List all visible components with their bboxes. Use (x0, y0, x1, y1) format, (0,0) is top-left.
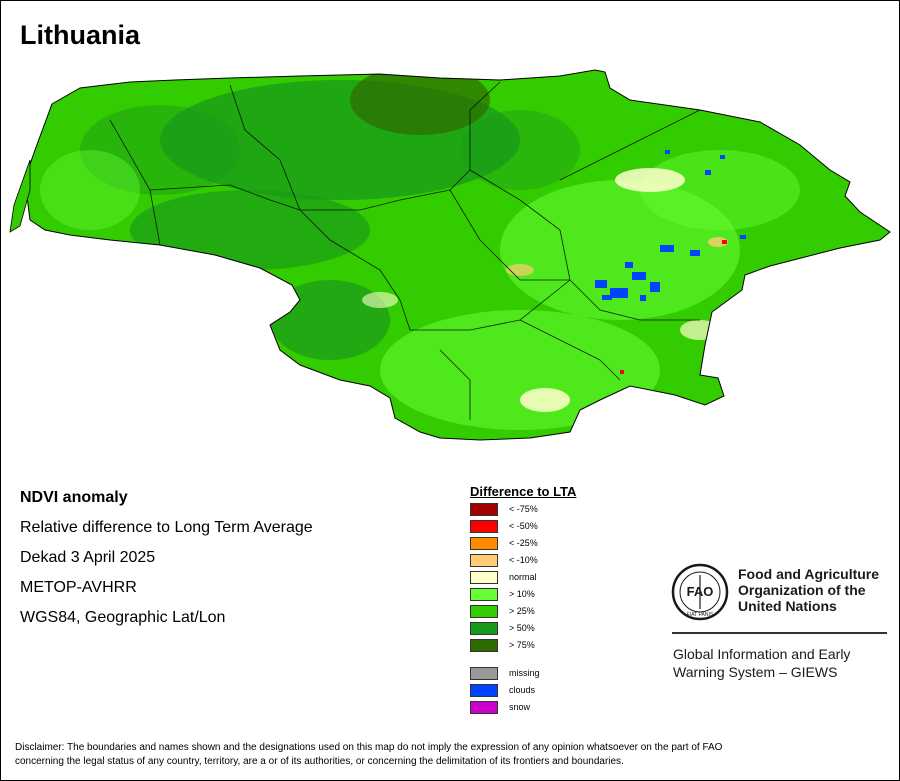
legend-swatch (470, 605, 498, 618)
divider (672, 632, 887, 634)
legend-label: < -10% (509, 555, 538, 565)
fao-name-line: Food and Agriculture (738, 566, 880, 582)
legend-label: snow (509, 702, 531, 712)
disclaimer-line: Disclaimer: The boundaries and names sho… (15, 742, 723, 753)
svg-text:FIAT PANIS: FIAT PANIS (687, 612, 714, 618)
giews-line: Warning System – GIEWS (673, 664, 838, 680)
legend-swatch (470, 537, 498, 550)
legend-label: < -25% (509, 538, 538, 548)
giews-name: Global Information and Early Warning Sys… (673, 645, 850, 681)
legend-label: < -75% (509, 504, 538, 514)
giews-line: Global Information and Early (673, 646, 851, 662)
legend-label: > 50% (509, 623, 535, 633)
legend-label: > 25% (509, 606, 535, 616)
country-border (24, 69, 891, 441)
legend-swatch (470, 503, 498, 516)
disclaimer: Disclaimer: The boundaries and names sho… (15, 741, 885, 769)
curonian-spit (9, 159, 31, 233)
fao-name: Food and Agriculture Organization of the… (738, 566, 879, 614)
legend-swatch (470, 701, 498, 714)
admin-boundaries (109, 81, 701, 420)
ndvi-anomaly-map (9, 69, 891, 441)
fao-logo-icon: FAO FIAT PANIS (671, 563, 729, 621)
negative-anomaly-spots (620, 240, 727, 374)
legend-label: missing (509, 668, 540, 678)
product-description: Relative difference to Long Term Average (20, 519, 313, 536)
legend-swatch (470, 684, 498, 697)
legend-swatch (470, 588, 498, 601)
legend-label: > 10% (509, 589, 535, 599)
legend-swatch (470, 622, 498, 635)
legend-title: Difference to LTA (470, 484, 577, 499)
legend-label: normal (509, 572, 537, 582)
fao-name-line: Organization of the (738, 582, 866, 598)
legend-label: > 75% (509, 640, 535, 650)
vegetation-anomaly-field (25, 70, 890, 440)
fao-name-line: United Nations (738, 598, 837, 614)
legend-swatch (470, 667, 498, 680)
time-period: Dekad 3 April 2025 (20, 549, 156, 566)
legend-swatch (470, 639, 498, 652)
map-title: Lithuania (20, 20, 140, 50)
legend-label: clouds (509, 685, 536, 695)
sensor-name: METOP-AVHRR (20, 579, 137, 596)
disclaimer-line: concerning the legal status of any count… (15, 756, 624, 767)
cloud-patches (595, 150, 746, 301)
legend-label: < -50% (509, 521, 538, 531)
product-title: NDVI anomaly (20, 489, 128, 506)
legend-swatch (470, 520, 498, 533)
legend-swatch (470, 571, 498, 584)
projection-info: WGS84, Geographic Lat/Lon (20, 609, 226, 626)
legend-swatch (470, 554, 498, 567)
